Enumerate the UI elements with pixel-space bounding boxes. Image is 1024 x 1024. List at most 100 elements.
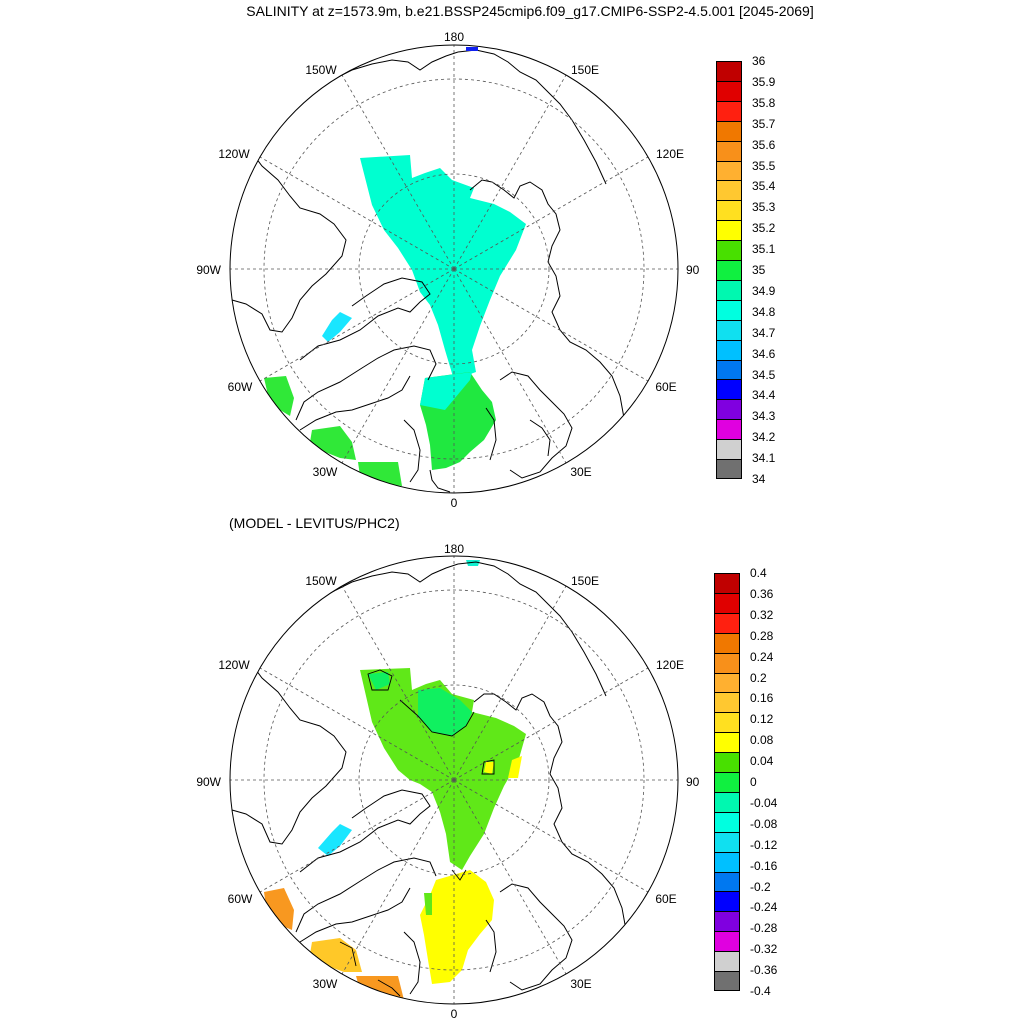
colorbar-swatch <box>714 772 740 793</box>
colorbar-swatch <box>716 100 742 122</box>
lon-label-120e: 120E <box>656 658 684 672</box>
colorbar-swatch <box>716 419 742 440</box>
lon-label-150w: 150W <box>305 63 337 77</box>
colorbar-swatch <box>714 672 740 693</box>
colorbar-tick-label: 0.2 <box>750 670 767 685</box>
colorbar-tick-label: 0.08 <box>750 733 774 748</box>
colorbar-tick-label: 0.16 <box>750 691 774 706</box>
colorbar-swatch <box>716 319 742 341</box>
lon-label-180: 180 <box>444 542 464 556</box>
colorbar-swatch <box>716 439 742 460</box>
colorbar-swatch <box>714 712 740 733</box>
colorbar-swatch <box>714 931 740 952</box>
baffin-anomaly-field <box>318 824 352 856</box>
north-atlantic-field-b <box>358 462 402 486</box>
colorbar-swatch <box>714 951 740 972</box>
colorbar-tick-label: -0.16 <box>750 858 778 873</box>
yellow-patch-2 <box>508 756 522 778</box>
makarov-anomaly-field <box>418 688 472 736</box>
colorbar-swatch <box>714 652 740 673</box>
colorbar-tick-label: 35.7 <box>752 116 776 131</box>
colorbar-swatch <box>714 871 740 892</box>
colorbar-swatch <box>714 732 740 753</box>
colorbar-swatch <box>716 339 742 361</box>
colorbar-tick-label: 35.9 <box>752 74 776 89</box>
lon-label-90e: 90E <box>686 263 700 277</box>
lon-label-120w: 120W <box>218 147 250 161</box>
colorbar-tick-label: 35.3 <box>752 200 776 215</box>
colorbar-tick-label: -0.2 <box>750 879 771 894</box>
colorbar-tick-label: 35.6 <box>752 137 776 152</box>
colorbar-swatch <box>714 692 740 713</box>
anomaly-fields-panel-2 <box>264 560 526 1000</box>
colorbar-swatch <box>714 911 740 932</box>
nordic-anomaly-field <box>420 870 494 984</box>
colorbar-swatch <box>714 612 740 634</box>
lon-label-90w: 90W <box>196 263 221 277</box>
lon-label-30e: 30E <box>570 977 591 991</box>
lon-label-60w: 60W <box>228 380 253 394</box>
colorbar-tick-label: -0.4 <box>750 984 771 998</box>
colorbar-swatch <box>716 140 742 161</box>
colorbar-tick-label: 35.1 <box>752 242 776 257</box>
colorbar-tick-label: 34.1 <box>752 451 776 466</box>
colorbar-swatch <box>716 379 742 400</box>
colorbar-tick-label: 34.4 <box>752 388 776 403</box>
colorbar-swatch <box>716 80 742 102</box>
figure-title: SALINITY at z=1573.9m, b.e21.BSSP245cmip… <box>246 3 814 19</box>
colorbar-swatch <box>714 791 740 813</box>
colorbar-panel-2: 0.4 0.36 0.32 0.28 0.24 0.2 0.16 0.12 0.08 0.04 0 -… <box>714 566 794 998</box>
graticule-panel-2 <box>230 556 678 1004</box>
atlantic-anomaly-field-b <box>356 976 404 1000</box>
colorbar-swatch <box>716 220 742 241</box>
colorbar-tick-label: 34.7 <box>752 325 776 340</box>
atlantic-anomaly-field-a <box>310 938 362 972</box>
lon-label-60e: 60E <box>655 380 676 394</box>
colorbar-tick-label: 34.6 <box>752 346 776 361</box>
colorbar-swatch <box>714 971 740 992</box>
labrador-anomaly-field <box>264 888 294 930</box>
salinity-fields-panel-1 <box>264 155 526 486</box>
colorbar-tick-label: 0.12 <box>750 712 774 727</box>
colorbar-tick-label: 34.5 <box>752 367 776 382</box>
colorbar-swatch <box>716 399 742 420</box>
colorbar-tick-label: -0.28 <box>750 921 778 936</box>
colorbar-tick-label: 35 <box>752 263 766 277</box>
beaufort-anomaly-field <box>368 672 390 690</box>
map-panel-2: 180 150W 150E 120W 120E 90W 90E 60W 60E … <box>196 542 700 1021</box>
north-atlantic-field-a <box>310 426 356 460</box>
bering-anomaly-field <box>466 560 480 566</box>
yellow-patch-1 <box>484 762 494 774</box>
colorbar-swatch <box>716 359 742 380</box>
colorbar-swatch <box>716 160 742 181</box>
colorbar-swatch <box>716 279 742 301</box>
arctic-anomaly-field <box>360 668 526 870</box>
bering-strait-blip <box>466 47 478 51</box>
colorbar-swatch <box>714 891 740 912</box>
labrador-sea-field <box>264 376 294 416</box>
colorbar-swatch <box>716 240 742 261</box>
map-boundary-panel-2 <box>229 555 679 1005</box>
colorbar-panel-1: 36 35.9 35.8 35.7 35.6 35.5 35.4 35.3 35.2 35.1 35… <box>716 54 796 486</box>
panel2-subtitle: (MODEL - LEVITUS/PHC2) <box>229 515 400 531</box>
lon-label-120e: 120E <box>656 147 684 161</box>
colorbar-tick-label: -0.24 <box>750 900 778 915</box>
colorbar-tick-label: 34.8 <box>752 304 776 319</box>
colorbar-swatch <box>716 200 742 221</box>
colorbar-tick-label: 35.2 <box>752 221 776 236</box>
colorbar-swatch <box>714 831 740 853</box>
colorbar-tick-label: 0.28 <box>750 628 774 643</box>
colorbar-tick-label: 34.9 <box>752 283 776 298</box>
colorbar-swatch <box>716 120 742 142</box>
colorbar-swatch <box>714 851 740 873</box>
lon-label-30e: 30E <box>570 465 591 479</box>
colorbar-tick-label: 36 <box>752 54 766 68</box>
colorbar-tick-label: -0.36 <box>750 963 778 978</box>
graticule-panel-1 <box>230 45 678 493</box>
colorbar-swatch <box>714 752 740 773</box>
colorbar-tick-label: 0.04 <box>750 754 774 769</box>
longitude-labels-panel-1: 180 150W 150E 120W 120E 90W 90E 60W 60E … <box>196 30 700 510</box>
colorbar-swatch <box>714 592 740 614</box>
colorbar-tick-label: 34 <box>752 472 766 486</box>
colorbar-tick-label: 34.3 <box>752 409 776 424</box>
